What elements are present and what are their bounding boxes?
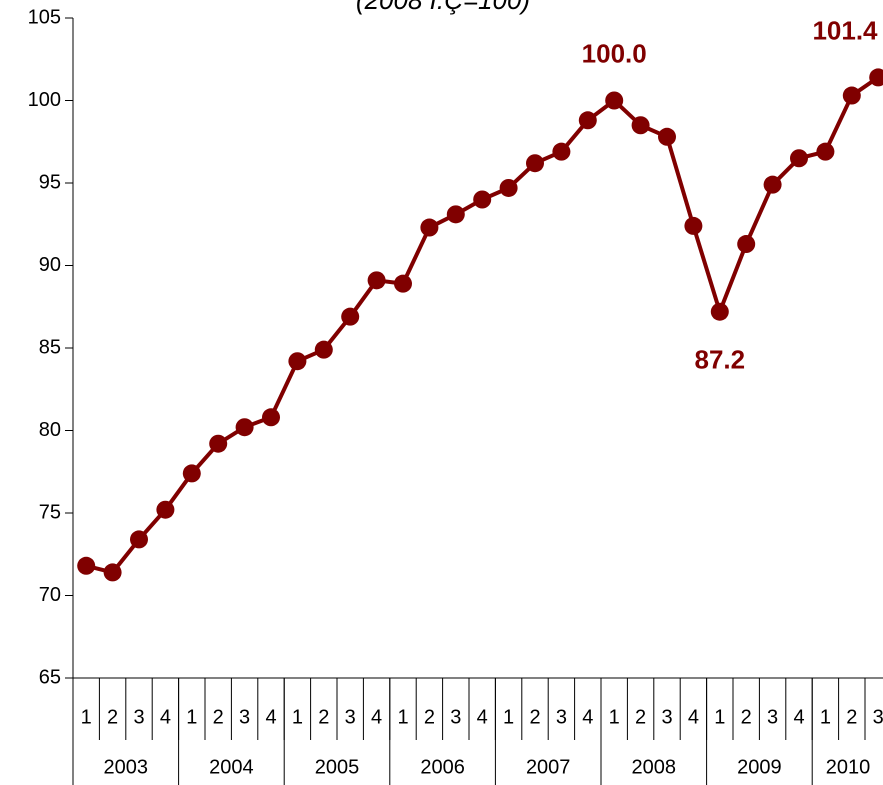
- marker: [710, 302, 729, 321]
- marker: [314, 340, 333, 359]
- marker: [552, 142, 571, 161]
- marker: [262, 408, 280, 427]
- y-tick-label: 75: [39, 501, 61, 523]
- x-tick-label: 3: [345, 706, 356, 728]
- year-label: 2005: [315, 756, 360, 778]
- x-tick-label: 1: [609, 706, 620, 728]
- year-label: 2010: [826, 756, 871, 778]
- x-tick-label: 3: [661, 706, 672, 728]
- marker: [367, 271, 386, 290]
- chart-subtitle: (2008 I.Ç=100): [356, 0, 530, 15]
- value-label: 87.2: [694, 345, 745, 375]
- marker: [77, 556, 96, 575]
- x-tick-label: 2: [213, 706, 224, 728]
- marker: [790, 149, 808, 168]
- x-tick-label: 4: [160, 706, 171, 728]
- marker: [631, 116, 650, 135]
- x-tick-label: 3: [133, 706, 144, 728]
- x-tick-label: 1: [292, 706, 303, 728]
- marker: [420, 218, 439, 237]
- marker: [526, 154, 544, 173]
- x-tick-label: 3: [873, 706, 883, 728]
- x-tick-label: 2: [846, 706, 857, 728]
- y-tick-label: 95: [39, 171, 61, 193]
- x-tick-label: 1: [714, 706, 725, 728]
- x-tick-label: 4: [793, 706, 804, 728]
- x-tick-label: 1: [81, 706, 92, 728]
- x-tick-label: 1: [186, 706, 197, 728]
- x-tick-label: 1: [820, 706, 831, 728]
- marker: [578, 111, 597, 130]
- y-tick-label: 105: [28, 6, 61, 28]
- marker: [473, 190, 492, 209]
- x-tick-label: 2: [107, 706, 118, 728]
- marker: [842, 86, 861, 105]
- marker: [605, 91, 624, 110]
- x-tick-label: 2: [635, 706, 646, 728]
- value-label: 101.4: [812, 15, 878, 45]
- x-tick-label: 4: [688, 706, 699, 728]
- marker: [288, 352, 307, 371]
- marker: [130, 530, 148, 549]
- marker: [684, 216, 703, 235]
- year-label: 2008: [632, 756, 677, 778]
- marker: [103, 563, 122, 582]
- marker: [156, 500, 175, 519]
- x-tick-label: 2: [529, 706, 540, 728]
- x-tick-label: 4: [582, 706, 593, 728]
- y-tick-label: 70: [39, 584, 61, 606]
- x-tick-label: 4: [265, 706, 276, 728]
- x-tick-label: 1: [397, 706, 408, 728]
- marker: [209, 434, 228, 453]
- y-tick-label: 90: [39, 254, 61, 276]
- x-tick-label: 1: [503, 706, 514, 728]
- x-tick-label: 2: [741, 706, 752, 728]
- y-tick-label: 65: [39, 666, 61, 688]
- year-label: 2009: [737, 756, 782, 778]
- x-tick-label: 3: [767, 706, 778, 728]
- x-tick-label: 2: [318, 706, 329, 728]
- year-label: 2003: [104, 756, 149, 778]
- x-tick-label: 3: [556, 706, 567, 728]
- marker: [869, 68, 883, 87]
- marker: [499, 178, 518, 197]
- marker: [658, 127, 676, 146]
- marker: [182, 464, 201, 483]
- x-tick-label: 4: [371, 706, 382, 728]
- value-label: 100.0: [582, 38, 647, 68]
- marker: [235, 418, 254, 437]
- x-tick-label: 4: [477, 706, 488, 728]
- marker: [341, 307, 360, 326]
- marker: [446, 205, 465, 224]
- year-label: 2004: [209, 756, 254, 778]
- year-label: 2007: [526, 756, 571, 778]
- y-tick-label: 100: [28, 89, 61, 111]
- x-tick-label: 3: [239, 706, 250, 728]
- year-label: 2006: [420, 756, 465, 778]
- y-tick-label: 80: [39, 419, 61, 441]
- marker: [816, 142, 835, 161]
- marker: [763, 175, 782, 194]
- line: [85, 75, 880, 575]
- marker: [737, 235, 756, 254]
- x-tick-label: 2: [424, 706, 435, 728]
- x-tick-label: 3: [450, 706, 461, 728]
- marker: [394, 274, 412, 293]
- y-tick-label: 85: [39, 336, 61, 358]
